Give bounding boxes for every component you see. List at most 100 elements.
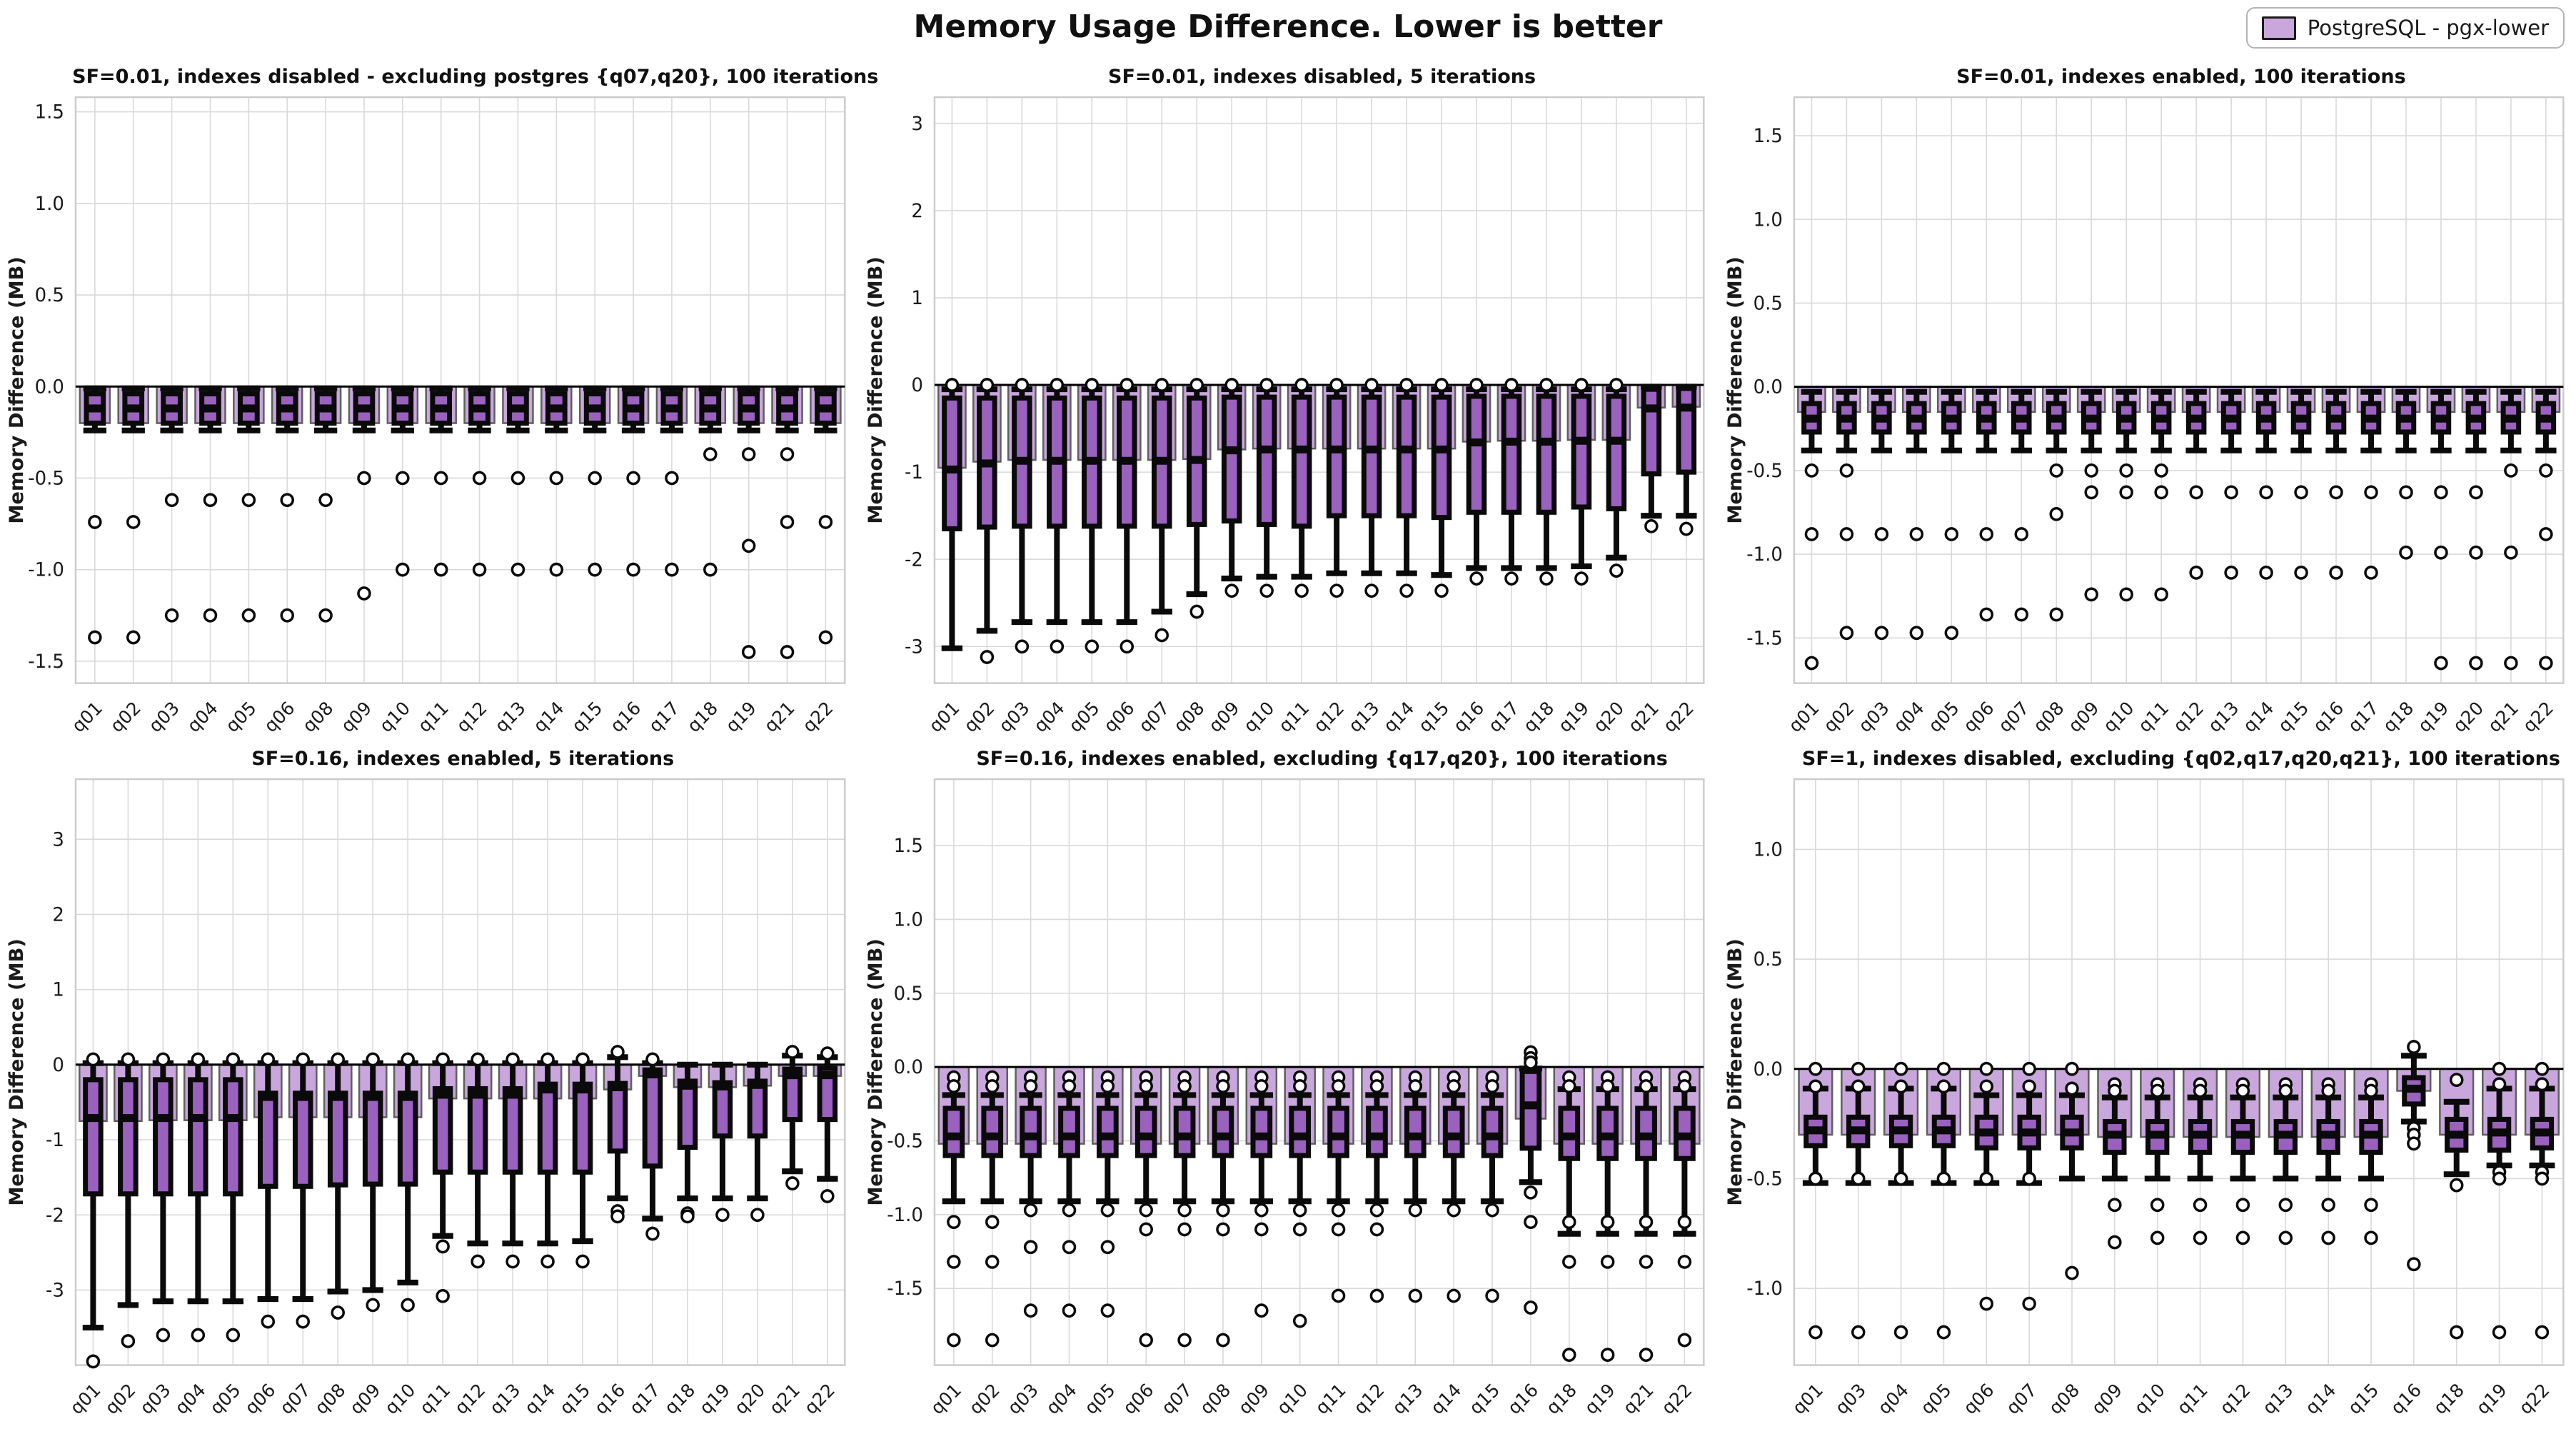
outlier-point: [2398, 545, 2413, 560]
outlier-point: [741, 645, 756, 659]
figure-header: Memory Usage Difference. Lower is better…: [0, 0, 2576, 63]
iqr-box: [292, 1090, 313, 1189]
outlier-point: [2328, 485, 2343, 500]
outlier-point: [471, 1052, 485, 1066]
outlier-point: [1808, 1061, 1823, 1076]
outlier-point: [1364, 378, 1379, 392]
x-tick-label: q11: [2173, 1379, 2211, 1418]
iqr-box: [153, 1076, 173, 1196]
x-tick-label: q01: [925, 698, 964, 737]
iqr-box: [981, 1105, 1004, 1158]
outlier-point: [1100, 1239, 1115, 1254]
x-tick-label: q15: [568, 698, 606, 737]
x-tick-label: q04: [1889, 698, 1928, 737]
outlier-point: [126, 515, 141, 529]
x-tick-label: q14: [529, 698, 568, 737]
subplot-title: SF=0.01, indexes disabled, 5 iterations: [1108, 66, 1536, 88]
outlier-point: [540, 1254, 555, 1268]
outlier-point: [401, 1052, 415, 1066]
outlier-point: [2193, 1197, 2207, 1212]
figure-title: Memory Usage Difference. Lower is better: [913, 9, 1663, 45]
x-tick-label: q16: [1449, 698, 1488, 737]
outlier-point: [1154, 628, 1169, 643]
x-tick-label: q02: [106, 698, 145, 737]
outlier-point: [1909, 527, 1923, 541]
outlier-point: [1139, 1222, 1154, 1236]
outlier-point: [985, 1333, 1000, 1347]
outlier-point: [433, 471, 448, 486]
outlier-point: [1851, 1061, 1866, 1076]
outlier-point: [1085, 639, 1100, 654]
x-tick-label: q05: [1916, 1379, 1955, 1418]
x-tick-label: q08: [2029, 698, 2068, 737]
outlier-point: [2278, 1083, 2293, 1098]
x-tick-label: q06: [260, 698, 298, 737]
x-tick-label: q03: [1004, 1379, 1042, 1418]
x-tick-label: q10: [376, 698, 414, 737]
iqr-box: [1536, 393, 1557, 515]
outlier-point: [296, 1052, 311, 1066]
iqr-box: [1250, 1105, 1273, 1158]
y-tick-label: 3: [52, 829, 64, 851]
x-tick-label: q13: [2204, 698, 2243, 737]
outlier-point: [1024, 1303, 1038, 1318]
outlier-point: [2064, 1061, 2079, 1076]
outlier-point: [1944, 527, 1958, 541]
y-tick-label: 1.0: [894, 909, 923, 931]
iqr-box: [1404, 1105, 1427, 1158]
outlier-point: [357, 586, 371, 601]
x-tick-label: q07: [276, 1379, 314, 1418]
x-tick-label: q22: [800, 1379, 839, 1418]
outlier-point: [2535, 1061, 2549, 1076]
outlier-point: [1562, 1254, 1576, 1269]
outlier-point: [626, 562, 640, 577]
iqr-box: [432, 1085, 453, 1175]
outlier-point: [1062, 1078, 1077, 1093]
outlier-point: [88, 515, 102, 529]
outlier-point: [818, 515, 833, 529]
outlier-point: [1447, 1078, 1461, 1093]
outlier-point: [947, 1214, 961, 1229]
outlier-point: [357, 471, 371, 486]
outlier-point: [1216, 1333, 1231, 1347]
y-tick-label: 2: [912, 201, 924, 222]
outlier-point: [2150, 1083, 2165, 1098]
y-tick-label: -3: [46, 1280, 64, 1301]
outlier-point: [1539, 571, 1554, 586]
outlier-point: [1601, 1347, 1615, 1362]
outlier-point: [471, 1254, 485, 1268]
x-tick-label: q04: [1030, 698, 1069, 737]
outlier-point: [436, 1239, 450, 1253]
y-axis-label: Memory Difference (MB): [865, 938, 887, 1205]
outlier-point: [2022, 1061, 2036, 1076]
outlier-point: [2014, 527, 2028, 541]
iqr-box: [1362, 394, 1382, 518]
outlier-point: [1294, 378, 1309, 392]
iqr-box: [188, 1076, 208, 1196]
outlier-point: [665, 562, 679, 577]
outlier-point: [1024, 1078, 1038, 1093]
y-axis-label: Memory Difference (MB): [865, 256, 887, 523]
outlier-point: [436, 1288, 450, 1303]
subplot-title: SF=1, indexes disabled, excluding {q02,q…: [1801, 747, 2560, 770]
outlier-point: [1979, 1061, 1993, 1076]
outlier-point: [1447, 1203, 1461, 1217]
x-tick-label: q05: [1065, 698, 1104, 737]
x-tick-label: q16: [590, 1379, 629, 1418]
outlier-point: [1370, 1222, 1384, 1236]
outlier-point: [947, 1254, 961, 1269]
outlier-point: [2193, 1083, 2207, 1098]
outlier-point: [2235, 1083, 2250, 1098]
outlier-point: [2154, 463, 2168, 478]
outlier-point: [2293, 485, 2308, 500]
outlier-point: [86, 1353, 101, 1368]
outlier-point: [1893, 1078, 1908, 1093]
outlier-point: [1154, 378, 1169, 392]
outlier-point: [1524, 1055, 1538, 1070]
x-tick-label: q06: [1120, 1379, 1158, 1418]
x-tick-label: q14: [1427, 1379, 1466, 1418]
x-tick-label: q16: [606, 698, 645, 737]
outlier-point: [1979, 1171, 1993, 1185]
y-tick-label: -2: [905, 549, 923, 571]
